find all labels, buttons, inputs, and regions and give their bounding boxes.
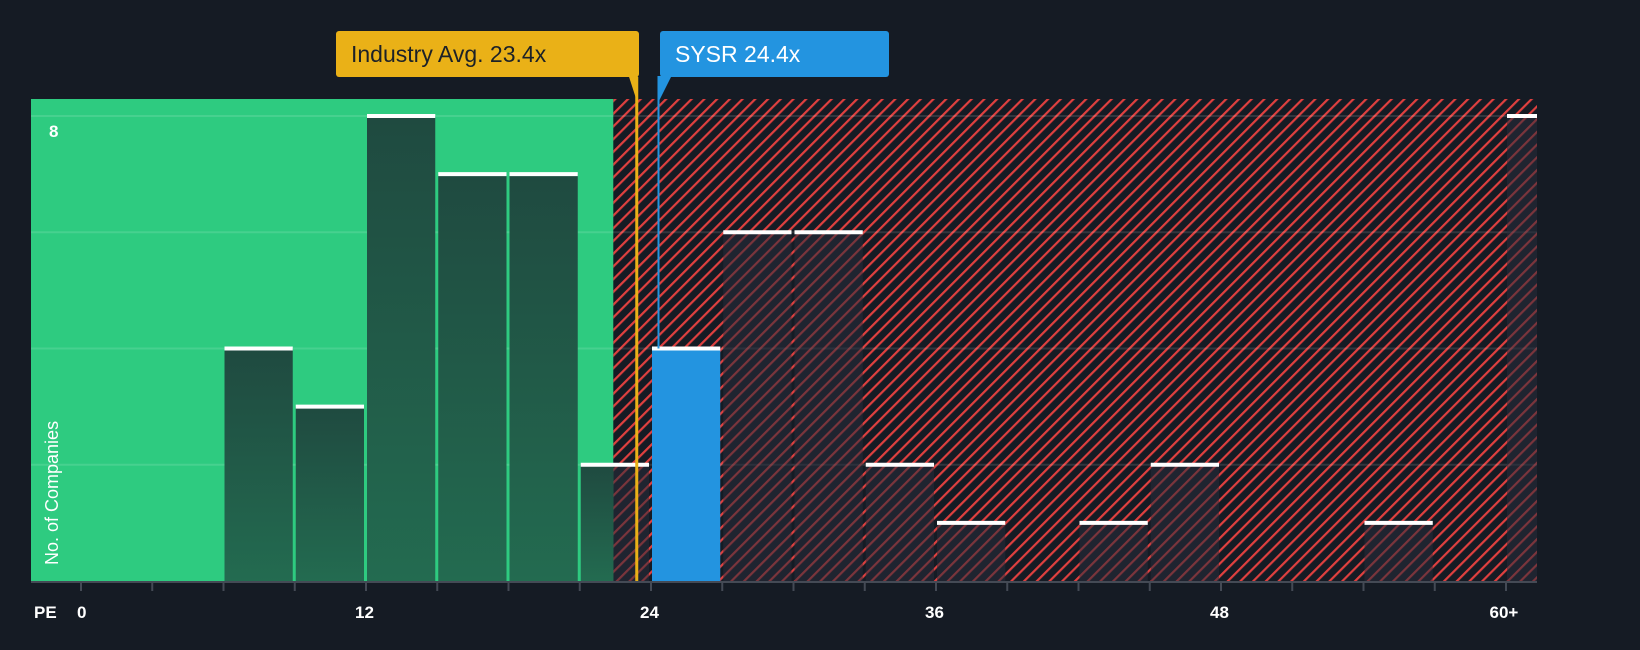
bar-cap bbox=[438, 172, 507, 177]
histogram-bars bbox=[224, 114, 1537, 581]
histogram-bar bbox=[865, 464, 934, 581]
bar-cap bbox=[723, 230, 792, 235]
bar-cap bbox=[580, 462, 649, 467]
x-axis-tick-label: 0 bbox=[77, 603, 87, 622]
histogram-bar bbox=[1079, 522, 1148, 581]
histogram-bar bbox=[1364, 522, 1433, 581]
bar-cap bbox=[937, 520, 1006, 525]
bar-cap bbox=[794, 230, 863, 235]
y-axis-max-tick: 8 bbox=[49, 122, 59, 141]
bar-cap bbox=[224, 346, 293, 351]
histogram-bar bbox=[613, 464, 649, 581]
bar-cap bbox=[509, 172, 578, 177]
bar-cap bbox=[1507, 114, 1537, 118]
histogram-bar bbox=[794, 232, 863, 581]
company-callout-pointer bbox=[657, 76, 672, 104]
x-axis-tick-label: 36 bbox=[925, 603, 944, 622]
company-bin-bar bbox=[652, 348, 721, 581]
histogram-bar bbox=[295, 406, 364, 581]
bar-cap bbox=[295, 404, 364, 409]
x-axis bbox=[31, 581, 1537, 591]
bar-cap bbox=[865, 462, 934, 467]
histogram-bar bbox=[367, 116, 436, 581]
bar-cap bbox=[652, 346, 721, 351]
x-axis-tick-label: 24 bbox=[640, 603, 659, 622]
industry-average-callout: Industry Avg. 23.4x bbox=[336, 31, 639, 77]
histogram-bar bbox=[723, 232, 792, 581]
industry-callout-pointer bbox=[628, 76, 638, 104]
histogram-bar bbox=[1150, 464, 1219, 581]
bar-cap bbox=[1150, 462, 1219, 467]
x-axis-prefix: PE bbox=[34, 603, 57, 622]
company-pe-callout: SYSR 24.4x bbox=[660, 31, 889, 77]
x-axis-tick-label: 12 bbox=[355, 603, 374, 622]
company-pe-label: SYSR 24.4x bbox=[675, 41, 801, 67]
histogram-bar bbox=[509, 174, 578, 581]
x-axis-tick-label: 48 bbox=[1210, 603, 1229, 622]
x-axis-tick-label: 60+ bbox=[1489, 603, 1519, 622]
industry-average-label: Industry Avg. 23.4x bbox=[351, 41, 547, 67]
histogram-bar bbox=[438, 174, 507, 581]
bar-cap bbox=[367, 114, 436, 118]
histogram-bar bbox=[937, 522, 1006, 581]
histogram-bar bbox=[1507, 116, 1537, 581]
histogram-bar bbox=[224, 348, 293, 581]
y-axis-label: No. of Companies bbox=[42, 420, 62, 565]
bar-cap bbox=[1364, 520, 1433, 525]
histogram-bar bbox=[580, 464, 614, 581]
reference-lines bbox=[628, 76, 672, 581]
bar-cap bbox=[1079, 520, 1148, 525]
